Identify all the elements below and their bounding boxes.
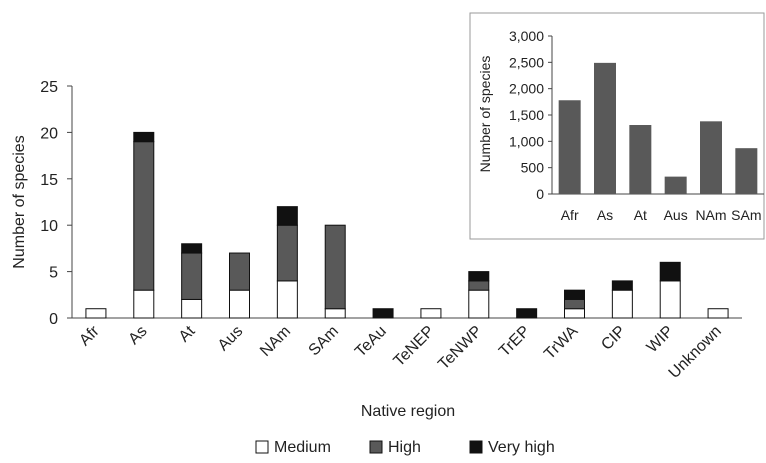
bar-segment-very-high bbox=[564, 289, 585, 300]
main-y-tick-label: 0 bbox=[49, 311, 58, 328]
inset-x-tick-label: SAm bbox=[731, 207, 761, 223]
main-x-tick-label: TeNWP bbox=[435, 323, 485, 373]
main-x-tick-label: Unknown bbox=[666, 323, 725, 382]
main-y-tick-label: 15 bbox=[40, 172, 58, 189]
bar-segment-medium bbox=[181, 298, 203, 319]
inset-y-tick-label: 2,500 bbox=[509, 54, 544, 70]
bar-segment-high bbox=[181, 252, 203, 300]
main-y-tick-label: 20 bbox=[40, 125, 58, 142]
legend: Medium High Very high bbox=[255, 439, 555, 456]
main-y-tick-label: 10 bbox=[40, 218, 58, 235]
bar-segment-high bbox=[133, 141, 155, 291]
inset-y-tick-label: 3,000 bbox=[509, 28, 544, 44]
main-y-tick-label: 5 bbox=[49, 265, 58, 282]
inset-x-ticks: Afr As At Aus NAm SAm bbox=[561, 207, 762, 223]
bar-segment-medium bbox=[276, 280, 298, 319]
main-x-tick-label: At bbox=[176, 322, 199, 345]
inset-x-tick-label: At bbox=[634, 207, 647, 223]
bar-segment-medium bbox=[659, 280, 681, 319]
inset-y-tick-label: 0 bbox=[536, 186, 544, 202]
inset-y-tick-label: 1,000 bbox=[509, 133, 544, 149]
legend-swatch bbox=[255, 440, 269, 454]
bar-segment-medium bbox=[229, 289, 250, 319]
inset-bar bbox=[735, 148, 758, 194]
main-x-tick-label: Afr bbox=[76, 322, 103, 349]
bar-segment-high bbox=[276, 224, 298, 282]
inset-bar bbox=[594, 62, 616, 194]
bar-segment-very-high bbox=[276, 206, 298, 226]
bar-segment-very-high bbox=[468, 271, 490, 282]
main-x-axis-title: Native region bbox=[361, 403, 455, 420]
legend-label: Medium bbox=[274, 439, 331, 456]
bar-segment-medium bbox=[707, 308, 729, 319]
main-x-tick-label: SAm bbox=[306, 323, 343, 360]
bar-segment-very-high bbox=[516, 308, 538, 319]
bar-segment-high bbox=[229, 252, 250, 291]
bar-segment-medium bbox=[564, 308, 585, 319]
main-x-tick-label: TrEP bbox=[496, 323, 533, 360]
bar-segment-medium bbox=[611, 289, 633, 319]
bar-segment-high bbox=[564, 298, 585, 310]
inset-bar bbox=[700, 121, 722, 194]
inset-bar bbox=[629, 125, 652, 194]
inset-y-tick-label: 2,000 bbox=[509, 81, 544, 97]
bar-segment-very-high bbox=[372, 308, 394, 319]
main-x-tick-label: NAm bbox=[257, 323, 294, 360]
legend-label: High bbox=[388, 439, 421, 456]
inset-y-tick-label: 500 bbox=[521, 160, 545, 176]
main-x-tick-label: TeAu bbox=[352, 323, 390, 361]
main-y-axis-title: Number of species bbox=[11, 135, 28, 268]
legend-label: Very high bbox=[488, 439, 555, 456]
bar-segment-medium bbox=[85, 308, 107, 319]
bar-segment-very-high bbox=[659, 261, 681, 282]
inset-y-tick-label: 1,500 bbox=[509, 107, 544, 123]
main-x-tick-label: Aus bbox=[215, 323, 247, 355]
bar-segment-medium bbox=[468, 289, 490, 319]
inset-x-tick-label: NAm bbox=[695, 207, 726, 223]
bar-segment-very-high bbox=[181, 243, 203, 254]
bar-segment-medium bbox=[420, 308, 442, 319]
inset-y-axis-title: Number of species bbox=[477, 56, 493, 173]
main-y-ticks: 0 5 10 15 20 25 bbox=[40, 79, 72, 328]
inset-x-tick-label: Aus bbox=[664, 207, 688, 223]
main-bars bbox=[85, 131, 729, 319]
main-x-tick-label: TrWA bbox=[541, 323, 581, 363]
bar-segment-medium bbox=[133, 289, 155, 319]
main-x-tick-label: WIP bbox=[644, 323, 677, 356]
bar-segment-medium bbox=[324, 308, 346, 319]
inset-x-tick-label: As bbox=[597, 207, 613, 223]
inset-chart: 0 500 1,000 1,500 2,000 2,500 3,000 Afr As At Aus… bbox=[469, 12, 765, 240]
main-y-tick-label: 25 bbox=[40, 79, 58, 96]
bar-segment-high bbox=[468, 280, 490, 291]
legend-swatch bbox=[469, 440, 483, 454]
bar-segment-high bbox=[324, 224, 346, 310]
inset-x-tick-label: Afr bbox=[561, 207, 579, 223]
main-x-tick-label: CIP bbox=[598, 323, 629, 354]
legend-swatch bbox=[369, 440, 383, 454]
main-x-tick-label: As bbox=[125, 323, 150, 348]
inset-bar bbox=[558, 100, 581, 194]
bar-segment-very-high bbox=[133, 131, 155, 143]
main-x-tick-label: TeNEP bbox=[391, 323, 438, 370]
inset-bar bbox=[664, 176, 687, 194]
bar-segment-very-high bbox=[611, 280, 633, 291]
inset-y-ticks: 0 500 1,000 1,500 2,000 2,500 3,000 bbox=[509, 28, 552, 202]
inset-bars bbox=[558, 62, 758, 194]
